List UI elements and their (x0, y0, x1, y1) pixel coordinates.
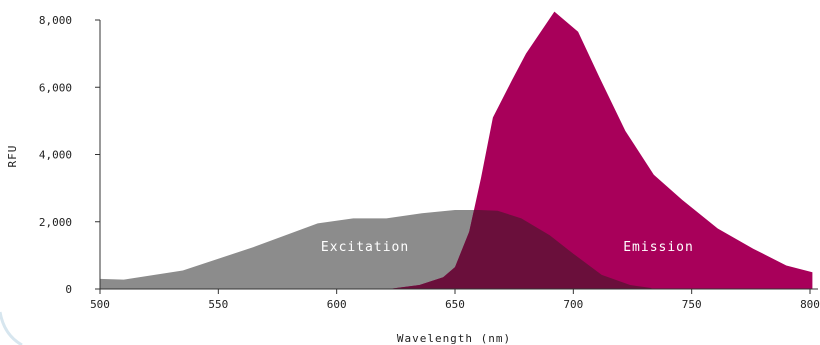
y-ticks: 0 2,000 4,000 6,000 8,000 (39, 14, 100, 296)
x-tick-label: 500 (90, 298, 110, 311)
x-tick-label: 550 (208, 298, 228, 311)
y-tick-label: 0 (65, 283, 72, 296)
excitation-label: Excitation (321, 240, 409, 255)
y-tick-label: 8,000 (39, 14, 72, 27)
emission-label: Emission (623, 240, 694, 255)
y-tick-label: 6,000 (39, 81, 72, 94)
y-axis-title: RFU (6, 145, 19, 168)
x-tick-label: 600 (327, 298, 347, 311)
x-axis-title: Wavelength (nm) (397, 332, 511, 345)
y-tick-label: 2,000 (39, 216, 72, 229)
x-tick-label: 750 (682, 298, 702, 311)
x-tick-label: 700 (563, 298, 583, 311)
overlap-region (388, 210, 652, 289)
corner-decoration (0, 311, 23, 345)
overlap-area (388, 210, 652, 289)
y-tick-label: 4,000 (39, 149, 72, 162)
plot-areas (100, 11, 813, 289)
x-ticks: 500 550 600 650 700 750 800 (90, 289, 820, 311)
x-tick-label: 800 (800, 298, 820, 311)
x-tick-label: 650 (445, 298, 465, 311)
